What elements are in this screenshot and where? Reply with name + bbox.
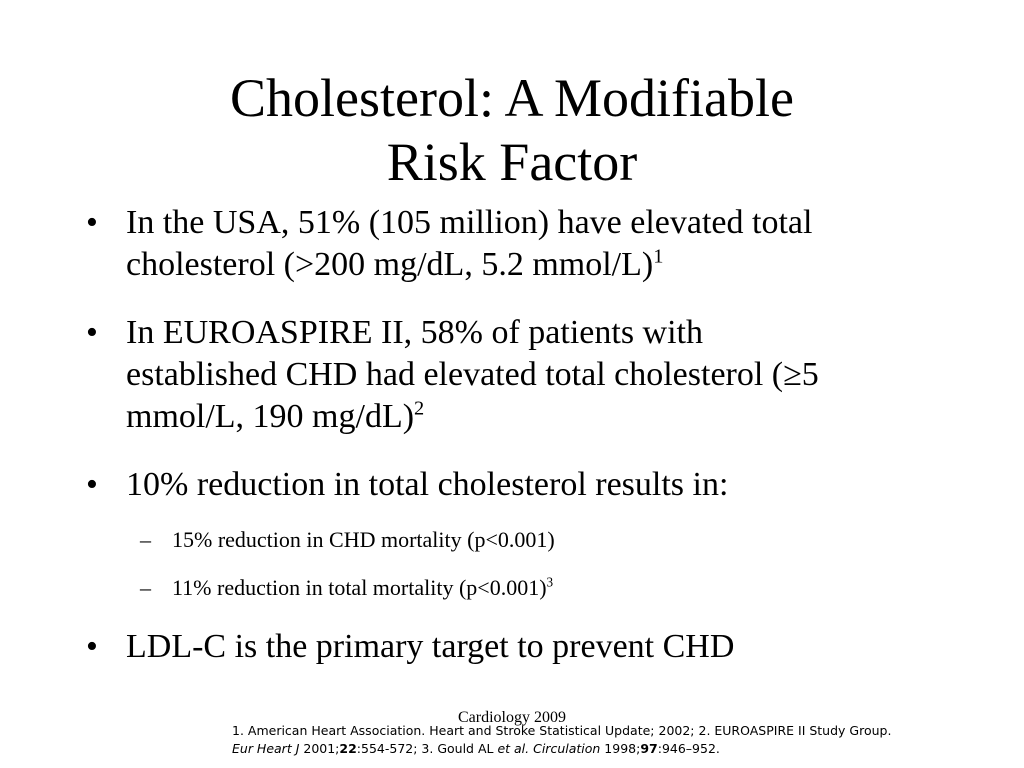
bullet-line-1: In the USA, 51% (105 million) have eleva… — [126, 204, 813, 241]
bullet-text: In the USA, 51% (105 million) have eleva… — [126, 202, 986, 286]
reference-line-1: 1. American Heart Association. Heart and… — [232, 723, 892, 738]
reference-pages-1: :554-572; 3. Gould AL — [356, 741, 498, 756]
reference-et-al: et al. — [497, 741, 530, 756]
subbullet-text: 15% reduction in CHD mortality (p<0.001) — [172, 527, 555, 552]
reference-journal-1: Eur Heart J — [232, 741, 300, 756]
bullet-line-3-text: mmol/L, 190 mg/dL) — [126, 398, 415, 435]
bullet-line-2-text: cholesterol (>200 mg/dL, 5.2 mmol/L) — [126, 246, 654, 283]
bullet-marker: • — [86, 466, 98, 503]
subbullet-marker: – — [140, 527, 151, 552]
reference-marker-2: 2 — [414, 397, 425, 420]
subbullet-text: 11% reduction in total mortality (p<0.00… — [172, 574, 553, 602]
reference-marker-3: 3 — [546, 574, 554, 590]
bullet-line-2: cholesterol (>200 mg/dL, 5.2 mmol/L)1 — [126, 244, 986, 286]
bullet-marker: • — [86, 204, 98, 241]
reference-volume-2: 97 — [640, 741, 658, 756]
bullet-line-2: established CHD had elevated total chole… — [126, 356, 819, 393]
slide-title: Cholesterol: A Modifiable Risk Factor — [0, 66, 1024, 194]
footer-source: Cardiology 2009 — [458, 709, 566, 726]
bullet-line-1: 10% reduction in total cholesterol resul… — [126, 466, 729, 503]
bullet-line-1: In EUROASPIRE II, 58% of patients with — [126, 314, 704, 351]
subbullet-text-content: 11% reduction in total mortality (p<0.00… — [172, 575, 547, 600]
reference-year-1: 2001; — [299, 741, 340, 756]
reference-journal-2: Circulation — [533, 741, 601, 756]
slide-title-line-2: Risk Factor — [386, 132, 638, 192]
references: 1. American Heart Association. Heart and… — [232, 722, 1012, 758]
reference-year-2: 1998; — [600, 741, 641, 756]
bullet-marker: • — [86, 628, 98, 665]
reference-volume-1: 22 — [339, 741, 357, 756]
bullet-marker: • — [86, 314, 98, 351]
reference-marker-1: 1 — [653, 245, 664, 268]
bullet-line-1: LDL-C is the primary target to prevent C… — [126, 628, 735, 665]
bullet-text: LDL-C is the primary target to prevent C… — [126, 626, 986, 668]
bullet-text: In EUROASPIRE II, 58% of patients with e… — [126, 312, 986, 438]
bullet-line-3: mmol/L, 190 mg/dL)2 — [126, 396, 986, 438]
bullet-text: 10% reduction in total cholesterol resul… — [126, 464, 986, 506]
subbullet-marker: – — [140, 575, 151, 600]
reference-line-2: Eur Heart J 2001;22:554-572; 3. Gould AL… — [232, 740, 1012, 758]
slide-title-line-1: Cholesterol: A Modifiable — [230, 68, 794, 128]
reference-pages-2: :946–952. — [657, 741, 720, 756]
